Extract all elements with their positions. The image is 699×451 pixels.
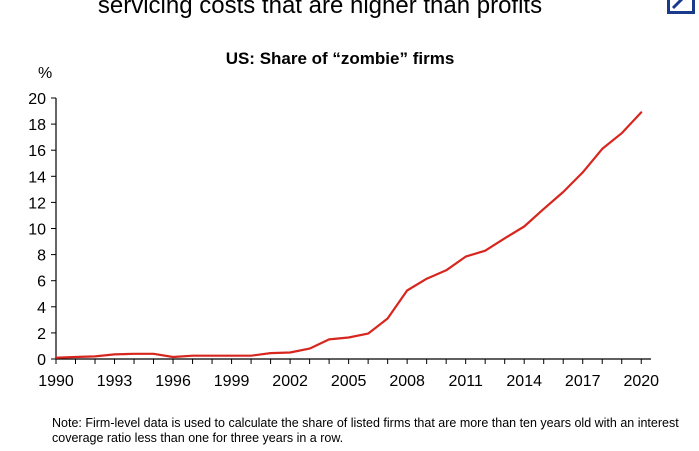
x-tick-label: 2005 [331,373,367,390]
x-tick-label: 2020 [623,373,659,390]
y-tick-label: 10 [28,222,46,239]
y-tick-label: 16 [28,143,46,160]
y-tick-label: 6 [37,274,46,291]
x-tick-label: 2017 [565,373,601,390]
headline: servicing costs that are higher than pro… [97,0,543,19]
y-tick-label: 2 [37,326,46,343]
x-tick-label: 1993 [97,373,133,390]
x-tick-label: 2008 [389,373,425,390]
footnote: Note: Firm-level data is used to calcula… [52,416,679,445]
y-tick-label: 14 [28,169,46,186]
x-tick-label: 2002 [272,373,308,390]
x-tick-label: 1999 [214,373,250,390]
chart-title: US: Share of “zombie” firms [225,49,455,68]
x-tick-label: 1990 [38,373,74,390]
deutsche-bank-logo-icon [667,0,695,14]
y-tick-label: 18 [28,117,46,134]
y-tick-label: 4 [37,300,46,317]
y-tick-label: 8 [37,248,46,265]
y-tick-label: 20 [28,91,46,108]
series-line [54,111,643,359]
x-tick-label: 1996 [155,373,191,390]
x-tick-label: 2014 [506,373,542,390]
y-axis-label: % [38,65,52,82]
y-tick-label: 12 [28,195,46,212]
x-tick-label: 2011 [448,373,483,390]
y-tick-label: 0 [37,352,46,369]
